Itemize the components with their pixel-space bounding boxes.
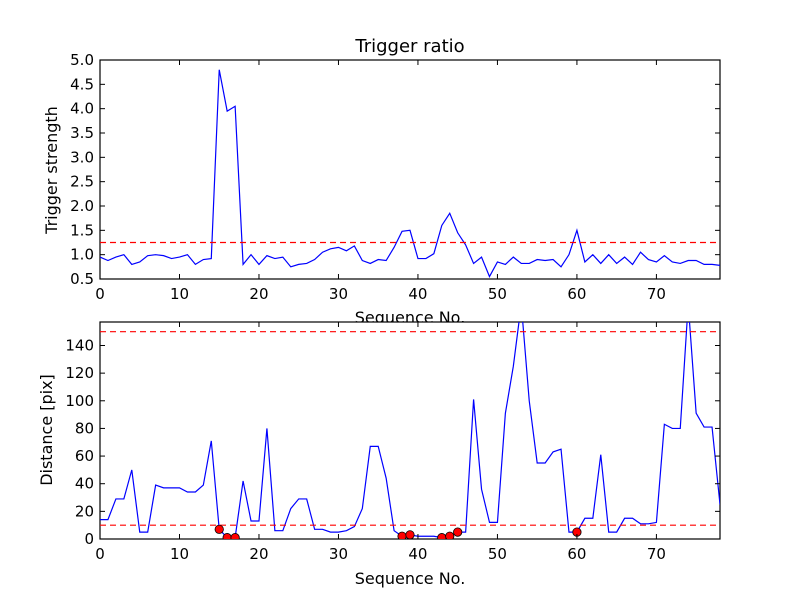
x-tick-label: 30 bbox=[329, 285, 348, 303]
x-tick-label: 60 bbox=[567, 285, 586, 303]
x-axis-ticks: 0 10 20 30 40 50 60 70 bbox=[95, 322, 666, 563]
y-tick-label: 5.0 bbox=[70, 51, 94, 69]
data-point bbox=[405, 530, 415, 539]
data-point bbox=[230, 533, 240, 539]
plot-lines bbox=[100, 69, 720, 278]
y-tick-label: 2.0 bbox=[70, 197, 94, 215]
x-tick-label: 10 bbox=[170, 285, 189, 303]
x-tick-label: 0 bbox=[95, 285, 105, 303]
x-tick-label: 0 bbox=[95, 545, 105, 563]
y-tick-label: 1.0 bbox=[70, 246, 94, 264]
y-axis-label: Trigger strength bbox=[42, 106, 61, 235]
y-axis-ticks: 0 20 40 60 80 100 120 140 bbox=[65, 336, 720, 548]
trigger-ratio-chart: Trigger ratio 0 10 20 30 40 50 60 70 0.5 1.0 1.5 2… bbox=[42, 36, 721, 327]
y-tick-label: 60 bbox=[75, 447, 94, 465]
x-tick-label: 70 bbox=[647, 545, 666, 563]
y-tick-label: 3.5 bbox=[70, 124, 94, 142]
x-tick-label: 70 bbox=[647, 285, 666, 303]
x-axis-ticks: 0 10 20 30 40 50 60 70 bbox=[95, 60, 666, 303]
x-tick-label: 60 bbox=[567, 545, 586, 563]
y-tick-label: 0 bbox=[84, 530, 94, 548]
distance-chart: 0 10 20 30 40 50 60 70 0 20 40 60 80 100 120 140 Seque… bbox=[37, 321, 721, 588]
x-tick-label: 50 bbox=[488, 285, 507, 303]
y-tick-label: 1.5 bbox=[70, 221, 94, 239]
x-tick-label: 30 bbox=[329, 545, 348, 563]
plot-lines bbox=[100, 322, 720, 539]
y-tick-label: 140 bbox=[65, 336, 94, 354]
y-axis-ticks: 0.5 1.0 1.5 2.0 2.5 3.0 3.5 4.0 4.5 5.0 bbox=[70, 51, 720, 288]
data-point bbox=[214, 524, 224, 534]
series-line bbox=[100, 69, 720, 278]
x-tick-label: 10 bbox=[170, 545, 189, 563]
y-tick-label: 3.0 bbox=[70, 148, 94, 166]
chart-title: Trigger ratio bbox=[354, 36, 464, 57]
y-tick-label: 120 bbox=[65, 364, 94, 382]
y-tick-label: 0.5 bbox=[70, 270, 94, 288]
data-point bbox=[453, 527, 463, 537]
x-tick-label: 20 bbox=[249, 545, 268, 563]
y-tick-label: 4.5 bbox=[70, 75, 94, 93]
data-point bbox=[445, 531, 455, 539]
y-axis-label: Distance [pix] bbox=[37, 374, 56, 486]
x-tick-label: 20 bbox=[249, 285, 268, 303]
x-axis-label: Sequence No. bbox=[355, 569, 466, 588]
y-tick-label: 80 bbox=[75, 419, 94, 437]
plot-area bbox=[99, 321, 721, 540]
x-tick-label: 40 bbox=[408, 285, 427, 303]
plot-area bbox=[99, 59, 721, 280]
y-tick-label: 4.0 bbox=[70, 100, 94, 118]
y-tick-label: 100 bbox=[65, 392, 94, 410]
y-tick-label: 2.5 bbox=[70, 173, 94, 191]
y-tick-label: 20 bbox=[75, 502, 94, 520]
x-tick-label: 50 bbox=[488, 545, 507, 563]
x-tick-label: 40 bbox=[408, 545, 427, 563]
y-tick-label: 40 bbox=[75, 475, 94, 493]
